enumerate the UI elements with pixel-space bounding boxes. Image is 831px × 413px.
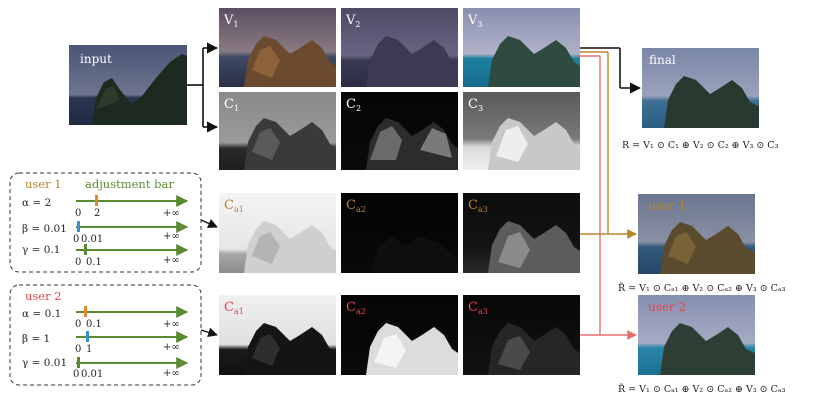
output-user1: user 1 (638, 194, 755, 274)
tile-v3-label: V3 (467, 13, 482, 29)
user1-gamma-tick-value: 0.1 (86, 257, 102, 268)
formula-final: R = V₁ ⊙ C₁ ⊕ V₂ ⊙ C₂ ⊕ V₃ ⊙ C₃ (622, 140, 779, 151)
user1-gamma-infinity: +∞ (163, 255, 180, 266)
tile-v2-label: V2 (345, 13, 360, 29)
user1-beta-handle[interactable] (77, 221, 80, 232)
tile-c1: C1 (219, 92, 336, 170)
output-user1-label: user 1 (648, 199, 686, 213)
user2-beta-infinity: +∞ (163, 342, 180, 353)
user2-beta-tick-0: 0 (75, 344, 81, 355)
connector-user1 (580, 51, 637, 239)
user1-gamma-handle[interactable] (84, 244, 87, 255)
tile-user2-ca1-label: Ca1 (224, 300, 244, 316)
user2-gamma-label: γ = 0.01 (22, 357, 67, 369)
user2-beta-label: β = 1 (22, 333, 50, 345)
user1-beta-tick-value: 0.01 (81, 234, 103, 245)
tile-v3: V3 (463, 8, 580, 87)
user2-gamma-tick-value: 0.01 (81, 369, 103, 380)
tile-user2-ca1: Ca1 (219, 295, 336, 375)
user1-gamma-label: γ = 0.1 (22, 244, 60, 256)
user2-gamma-tick-0: 0 (73, 369, 79, 380)
user2-gamma-handle[interactable] (77, 357, 80, 368)
tile-user2-ca3-label: Ca3 (468, 300, 488, 316)
user1-alpha-infinity: +∞ (163, 208, 180, 219)
user2-beta-handle[interactable] (86, 331, 89, 342)
tile-v2: V2 (341, 8, 458, 87)
user2-alpha-handle[interactable] (84, 306, 87, 317)
user1-beta-label: β = 0.01 (22, 223, 67, 235)
user2-alpha-infinity: +∞ (163, 319, 180, 330)
user2-alpha-label: α = 0.1 (22, 308, 61, 320)
user1-alpha-handle[interactable] (95, 195, 98, 206)
user1-alpha-tick-value: 2 (94, 208, 100, 219)
tile-user2-ca2-label: Ca2 (346, 300, 366, 316)
user2-beta-tick-value: 1 (86, 344, 92, 355)
tile-c2-label: C2 (346, 97, 361, 113)
user2-alpha-tick-0: 0 (75, 319, 81, 330)
user1-alpha-label: α = 2 (22, 197, 51, 209)
output-final: final (642, 48, 759, 128)
user2-alpha-tick-value: 0.1 (86, 319, 102, 330)
tile-user2-ca3: Ca3 (463, 295, 580, 375)
user1-beta-tick-0: 0 (73, 234, 79, 245)
tile-c3-label: C3 (468, 97, 483, 113)
tile-user1-ca3-label: Ca3 (468, 198, 488, 214)
connector-user2 (580, 55, 637, 340)
connector-control-user2 (200, 327, 218, 338)
tile-c3: C3 (463, 92, 580, 170)
input-image: input (69, 45, 187, 125)
output-final-label: final (649, 53, 676, 67)
tile-user1-ca3: Ca3 (463, 193, 580, 273)
user1-title: user 1 (25, 177, 62, 191)
tile-user1-ca1: Ca1 (219, 193, 336, 273)
output-user2-label: user 2 (648, 300, 686, 314)
connector-input-split (187, 42, 219, 133)
user1-alpha-tick-0: 0 (75, 208, 81, 219)
output-user2: user 2 (638, 295, 755, 375)
tile-v1-label: V1 (223, 13, 238, 29)
user2-gamma-infinity: +∞ (163, 368, 180, 379)
tile-c1-label: C1 (224, 97, 239, 113)
input-label: input (80, 52, 112, 66)
user1-adjustment-header: adjustment bar (85, 177, 174, 191)
user1-beta-infinity: +∞ (163, 231, 180, 242)
tile-user1-ca1-label: Ca1 (224, 198, 244, 214)
connector-control-user1 (200, 218, 218, 228)
connector-final (580, 47, 642, 94)
tile-user2-ca2: Ca2 (341, 295, 458, 375)
formula-user2: R̃ = V₁ ⊙ Cₐ₁ ⊕ V₂ ⊙ Cₐ₂ ⊕ V₃ ⊙ Cₐ₃ (618, 383, 786, 395)
tile-user1-ca2: Ca2 (341, 193, 458, 273)
user2-title: user 2 (25, 289, 62, 303)
user1-gamma-tick-0: 0 (75, 257, 81, 268)
tile-v1: V1 (219, 8, 336, 87)
control-panel-user2: user 2 α = 0.1 0 0.1 +∞ β = 1 0 1 +∞ γ =… (9, 284, 202, 386)
tile-user1-ca2-label: Ca2 (346, 198, 366, 214)
control-panel-user1: user 1 adjustment bar α = 2 0 2 +∞ β = 0… (9, 172, 202, 273)
tile-c2: C2 (341, 92, 458, 170)
formula-user1: R̃ = V₁ ⊙ Cₐ₁ ⊕ V₂ ⊙ Cₐ₂ ⊕ V₃ ⊙ Cₐ₃ (618, 282, 786, 294)
